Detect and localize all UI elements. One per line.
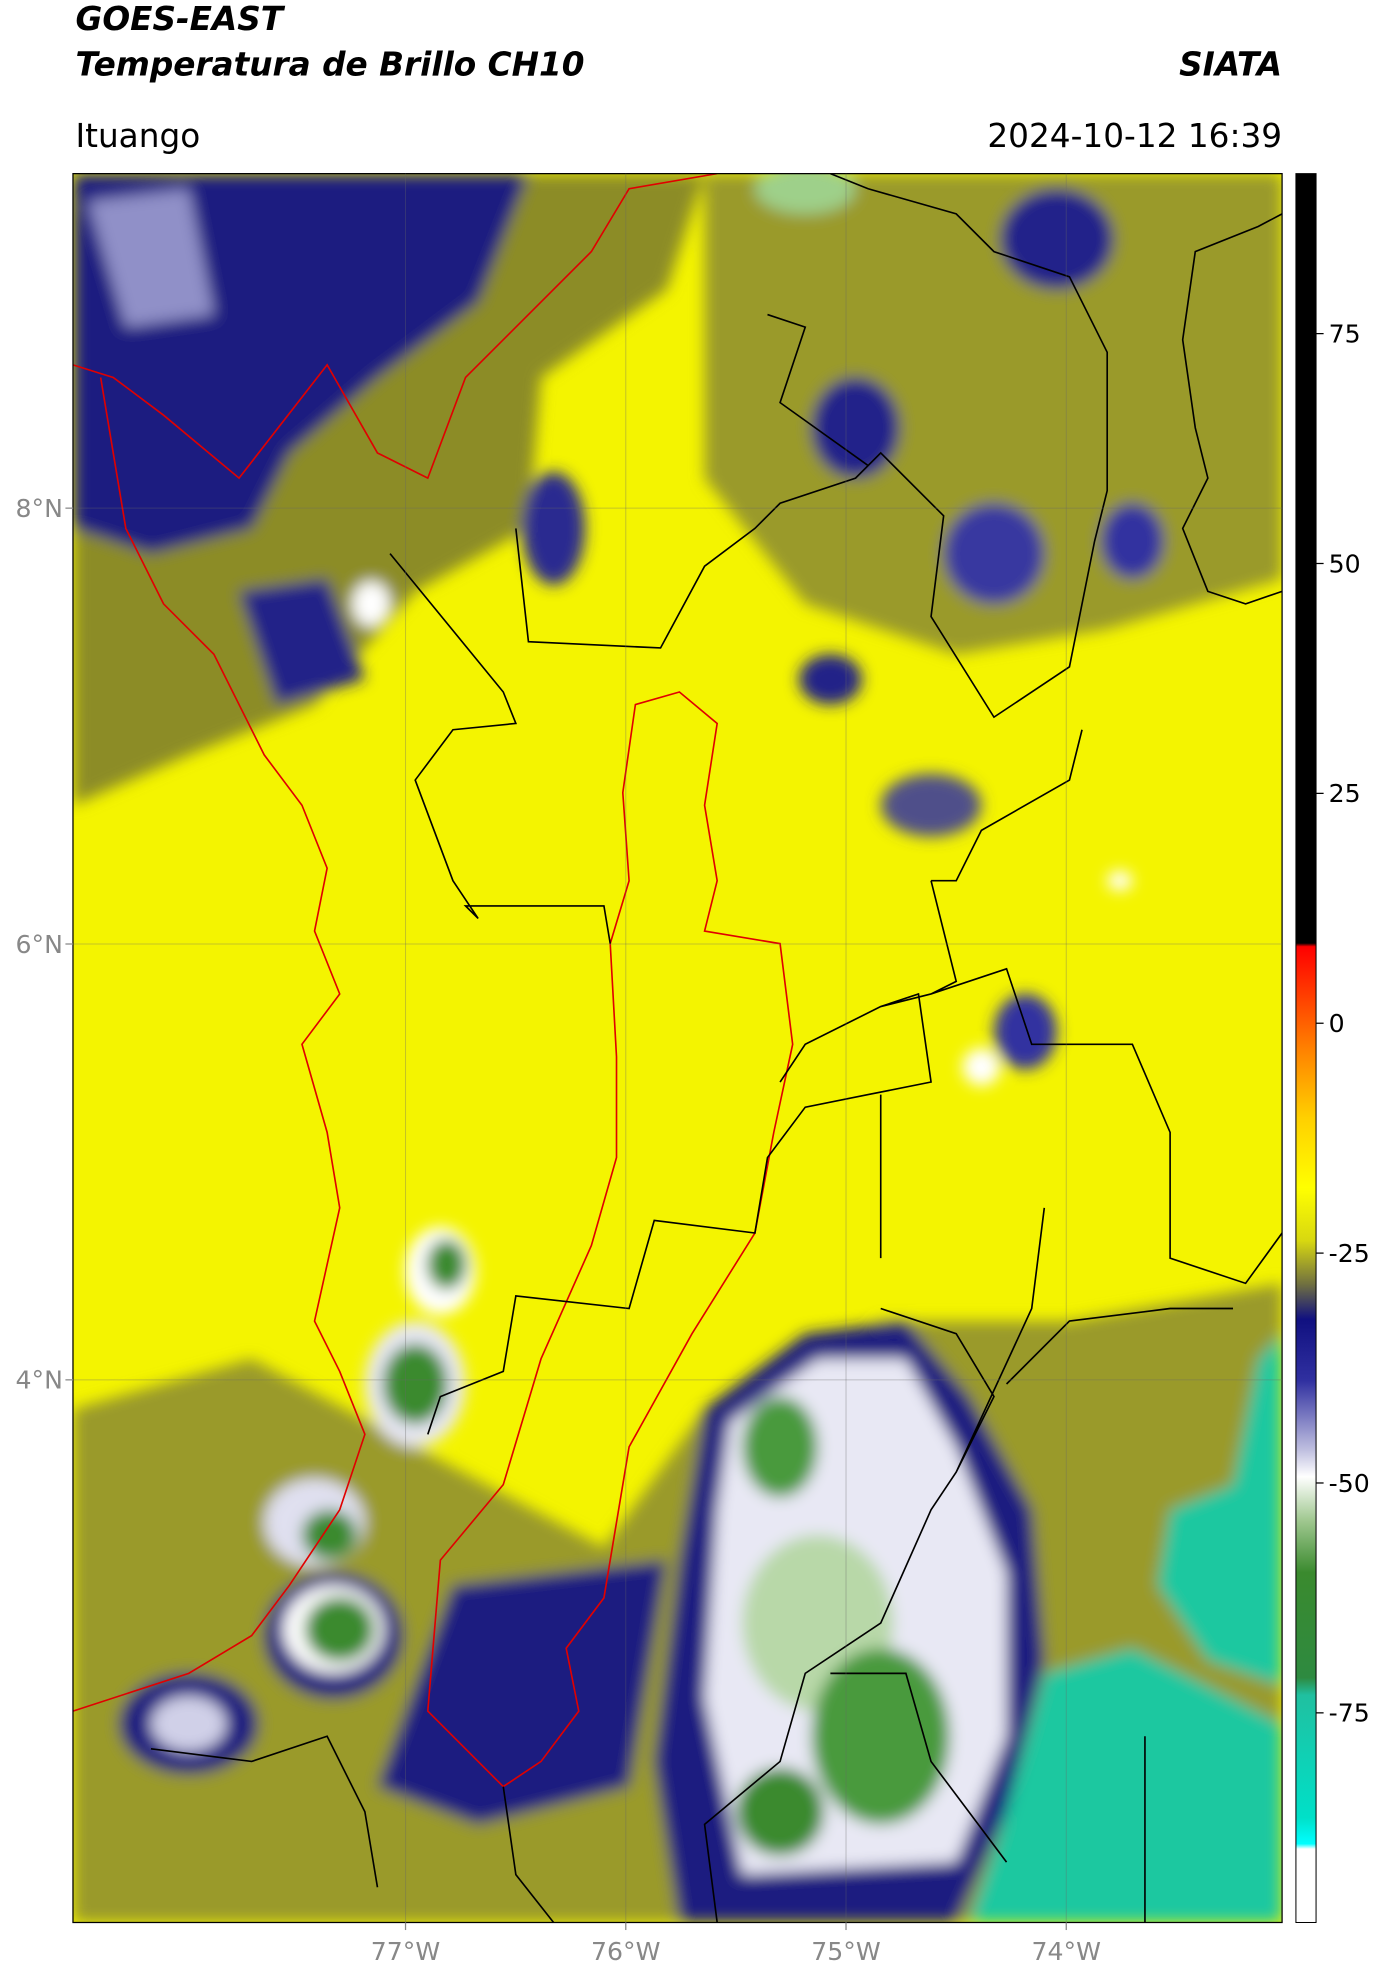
x-tick-label: 76°W <box>591 1937 661 1966</box>
y-tick-label: 4°N <box>16 1366 63 1395</box>
colorbar-tick-label: 25 <box>1329 779 1361 808</box>
map-frame <box>72 172 1283 1924</box>
colorbar-tick-label: 75 <box>1329 319 1361 348</box>
location: Ituango <box>75 117 200 155</box>
map-image <box>72 173 1283 1923</box>
y-tick-label: 6°N <box>16 930 63 959</box>
x-tick-label: 77°W <box>371 1937 441 1966</box>
colorbar-tick-label: -50 <box>1329 1469 1370 1498</box>
source: SIATA <box>1179 45 1282 83</box>
colorbar <box>1295 173 1317 1923</box>
colorbar-tick-label: -75 <box>1329 1699 1370 1728</box>
subtitle: Temperatura de Brillo CH10 <box>75 45 584 83</box>
x-tick-label: 74°W <box>1032 1937 1102 1966</box>
colorbar-tick-label: -25 <box>1329 1239 1370 1268</box>
colorbar-tick-label: 0 <box>1329 1009 1345 1038</box>
title: GOES-EAST <box>75 0 285 38</box>
x-tick-label: 75°W <box>811 1937 881 1966</box>
axes: 77°W 76°W 75°W 74°W 8°N 6°N 4°N 75 50 25 0 -25 -50 -7… <box>16 173 1370 1966</box>
y-tick-label: 8°N <box>16 494 63 523</box>
datetime: 2024-10-12 16:39 <box>987 117 1282 155</box>
colorbar-tick-label: 50 <box>1329 549 1361 578</box>
